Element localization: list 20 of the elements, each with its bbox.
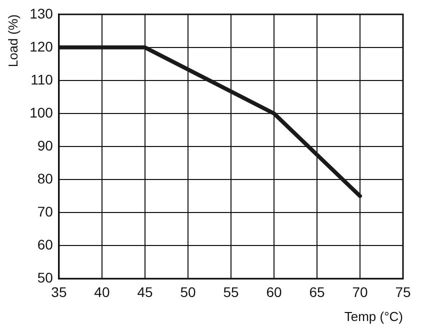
y-tick-label: 60 [37, 236, 54, 252]
y-tick-label: 110 [30, 71, 54, 88]
x-tick-label: 75 [395, 284, 411, 300]
y-axis-title: Load (%) [5, 14, 20, 68]
y-tick-label: 80 [37, 170, 54, 186]
x-tick-label: 70 [352, 284, 368, 300]
y-tick-label: 90 [37, 137, 54, 154]
x-tick-label: 65 [309, 284, 325, 300]
x-tick-label: 60 [266, 284, 282, 300]
x-tick-label: 35 [51, 284, 67, 300]
x-tick-label: 40 [94, 284, 110, 300]
x-tick-label: 45 [137, 284, 153, 300]
y-tick-label: 120 [30, 38, 54, 54]
y-tick-label: 50 [37, 269, 54, 286]
x-tick-label: 55 [223, 284, 239, 300]
y-tick-label: 100 [30, 104, 54, 120]
y-tick-label: 70 [37, 203, 54, 220]
y-tick-label: 130 [30, 5, 54, 22]
x-tick-label: 50 [180, 284, 196, 300]
x-axis-title: Temp (°C) [344, 308, 403, 324]
